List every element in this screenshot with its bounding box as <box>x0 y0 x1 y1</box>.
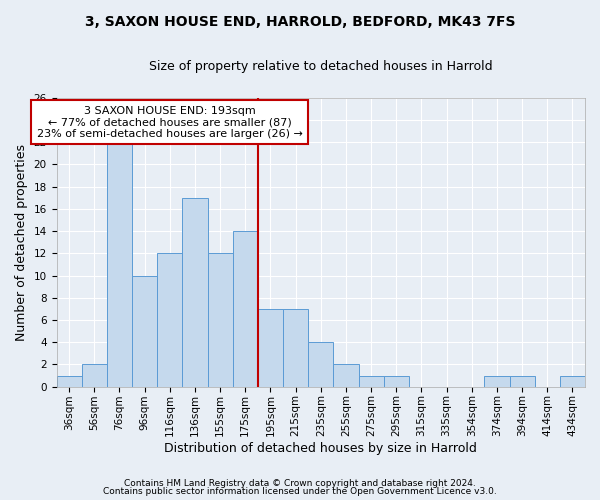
Bar <box>233 231 258 386</box>
Bar <box>82 364 107 386</box>
X-axis label: Distribution of detached houses by size in Harrold: Distribution of detached houses by size … <box>164 442 477 455</box>
Bar <box>182 198 208 386</box>
Text: 3, SAXON HOUSE END, HARROLD, BEDFORD, MK43 7FS: 3, SAXON HOUSE END, HARROLD, BEDFORD, MK… <box>85 15 515 29</box>
Title: Size of property relative to detached houses in Harrold: Size of property relative to detached ho… <box>149 60 493 73</box>
Text: Contains public sector information licensed under the Open Government Licence v3: Contains public sector information licen… <box>103 487 497 496</box>
Y-axis label: Number of detached properties: Number of detached properties <box>15 144 28 340</box>
Bar <box>484 376 509 386</box>
Bar <box>308 342 334 386</box>
Bar <box>132 276 157 386</box>
Text: 3 SAXON HOUSE END: 193sqm
← 77% of detached houses are smaller (87)
23% of semi-: 3 SAXON HOUSE END: 193sqm ← 77% of detac… <box>37 106 303 139</box>
Bar <box>208 254 233 386</box>
Bar <box>560 376 585 386</box>
Bar <box>283 309 308 386</box>
Bar <box>157 254 182 386</box>
Bar <box>359 376 383 386</box>
Text: Contains HM Land Registry data © Crown copyright and database right 2024.: Contains HM Land Registry data © Crown c… <box>124 478 476 488</box>
Bar <box>107 142 132 386</box>
Bar <box>56 376 82 386</box>
Bar <box>383 376 409 386</box>
Bar <box>258 309 283 386</box>
Bar <box>334 364 359 386</box>
Bar <box>509 376 535 386</box>
